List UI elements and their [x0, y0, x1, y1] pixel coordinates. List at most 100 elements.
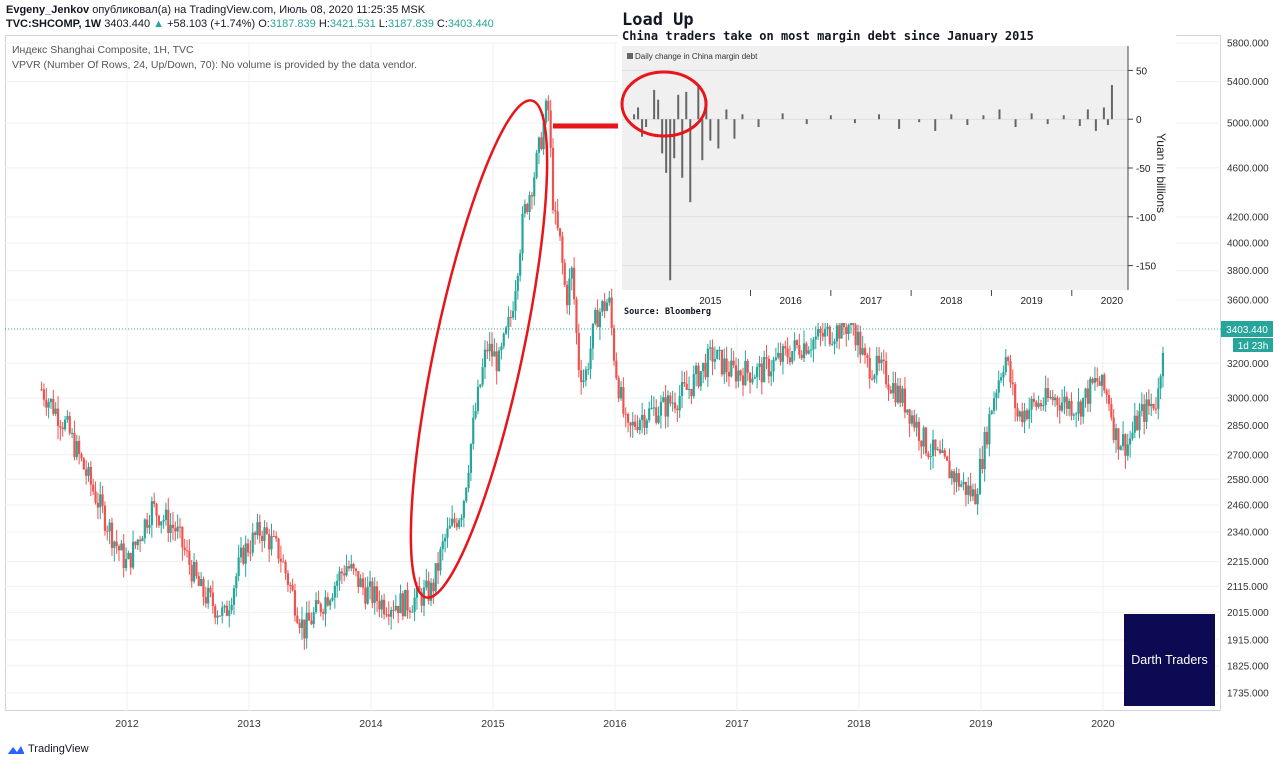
candle-body — [1032, 398, 1036, 402]
candle-body — [1089, 378, 1092, 404]
candle-body — [802, 343, 806, 359]
candle-body — [528, 195, 531, 212]
price-tick-label: 5800.000 — [1227, 39, 1269, 50]
candle-body — [894, 383, 897, 403]
candle-body — [279, 558, 282, 562]
up-triangle-icon: ▲ — [153, 18, 165, 30]
candle-body — [218, 615, 221, 617]
candle-body — [239, 547, 243, 558]
tradingview-logo-icon — [7, 746, 24, 754]
candle-body — [1091, 378, 1094, 383]
candle-body — [873, 375, 876, 380]
candle-body — [584, 369, 587, 381]
candle-body — [969, 485, 972, 497]
candle-body — [936, 449, 939, 451]
price-tick-label: 3000.000 — [1227, 394, 1269, 405]
candle-body — [359, 578, 362, 588]
candle-body — [425, 580, 428, 588]
candle-body — [373, 586, 376, 603]
candle-body — [690, 388, 693, 397]
candle-body — [460, 517, 463, 521]
candle-body — [817, 329, 820, 337]
margin-debt-inset: Load Up China traders take on most margi… — [618, 8, 1176, 323]
candle-body — [312, 612, 315, 625]
candle-body — [305, 612, 308, 639]
candle-body — [1159, 376, 1162, 389]
inset-bar — [685, 91, 688, 120]
inset-bar — [725, 109, 728, 120]
inset-y-tick-label: -100 — [1136, 213, 1156, 224]
candle-body — [52, 398, 55, 414]
candle-body — [141, 538, 144, 542]
candle-body — [139, 539, 142, 542]
candle-body — [263, 527, 266, 542]
candle-body — [427, 580, 430, 601]
inset-bar — [681, 119, 684, 178]
candle-body — [185, 550, 189, 552]
candle-body — [131, 541, 135, 568]
candle-body — [298, 622, 301, 628]
candle-body — [232, 588, 236, 605]
candle-body — [976, 493, 979, 505]
inset-bar — [633, 114, 636, 120]
candle-body — [268, 533, 271, 550]
candle-body — [861, 348, 864, 355]
candle-body — [434, 563, 437, 592]
candle-body — [786, 348, 789, 358]
inset-y-label: Yuan in billions — [1154, 133, 1168, 213]
candle-body — [617, 378, 620, 399]
candle-body — [394, 605, 397, 611]
chart-pane[interactable] — [5, 35, 1221, 711]
price-tick-label: 3800.000 — [1227, 266, 1269, 277]
candle-body — [300, 619, 304, 628]
candle-body — [488, 343, 491, 352]
candle-body — [568, 278, 571, 306]
candle-body — [190, 564, 193, 582]
candle-body — [880, 359, 883, 364]
inset-bar — [653, 89, 656, 120]
open-value: 3187.839 — [269, 18, 316, 30]
candle-body — [610, 297, 613, 328]
inset-bar — [665, 119, 668, 173]
candle-body — [1126, 444, 1129, 456]
candle-body — [678, 395, 681, 411]
countdown-badge-text: 1d 23h — [1238, 341, 1269, 352]
price-tick-label: 1825.000 — [1227, 661, 1269, 672]
candle-body — [500, 346, 503, 351]
inset-x-tick-label: 2015 — [699, 296, 722, 307]
inset-bar — [898, 119, 901, 129]
inset-legend-swatch — [627, 53, 633, 59]
candle-body — [779, 352, 782, 362]
price-tick-label: 4000.000 — [1227, 239, 1269, 250]
author-name[interactable]: Evgeny_Jenkov — [6, 4, 90, 16]
inset-legend-label: Daily change in China margin debt — [635, 52, 758, 61]
inset-y-tick-label: -150 — [1136, 262, 1156, 273]
candle-body — [967, 485, 970, 495]
candle-body — [1124, 434, 1127, 456]
candle-body — [870, 378, 874, 380]
candle-body — [526, 204, 529, 212]
candle-body — [221, 607, 224, 616]
candle-body — [155, 503, 158, 516]
candle-body — [863, 348, 867, 356]
tradingview-brand[interactable]: TradingView — [28, 743, 89, 755]
candle-body — [685, 383, 688, 390]
candle-body — [66, 416, 69, 420]
candle-body — [244, 543, 247, 564]
candle-body — [181, 527, 184, 548]
inset-bar — [1062, 115, 1065, 120]
price-tick-label: 2015.000 — [1227, 608, 1269, 619]
candle-body — [1042, 404, 1045, 407]
candle-body — [910, 415, 914, 424]
low-value: 3187.839 — [387, 18, 434, 30]
candle-body — [824, 329, 827, 337]
inset-bar — [673, 119, 676, 159]
candle-body — [286, 573, 290, 585]
close-value: 3403.440 — [447, 18, 494, 30]
candle-body — [1039, 403, 1043, 407]
inset-bar — [1106, 119, 1109, 126]
candle-body — [467, 472, 470, 488]
candle-body — [61, 427, 64, 430]
candle-body — [669, 395, 672, 404]
inset-chart-svg: Daily change in China margin debt 50 0 -50… — [620, 46, 1168, 307]
